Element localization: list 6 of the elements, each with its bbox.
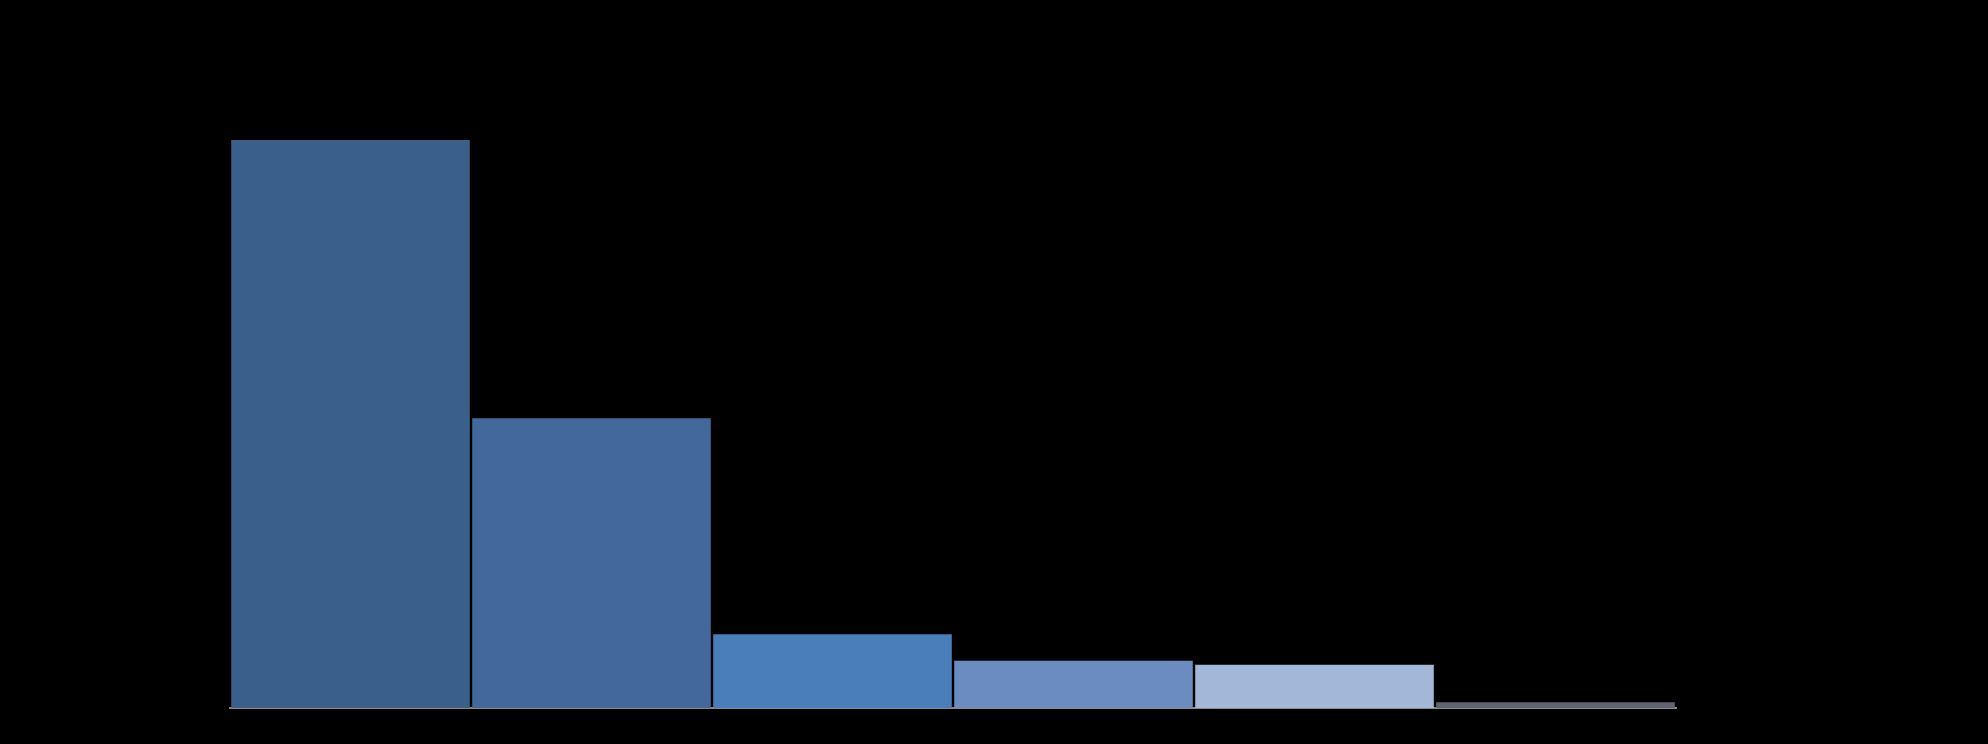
bar <box>713 634 952 708</box>
bar <box>1436 702 1675 708</box>
bar <box>231 140 470 708</box>
bar <box>1195 664 1434 708</box>
bar <box>472 418 711 708</box>
bar <box>954 660 1193 708</box>
